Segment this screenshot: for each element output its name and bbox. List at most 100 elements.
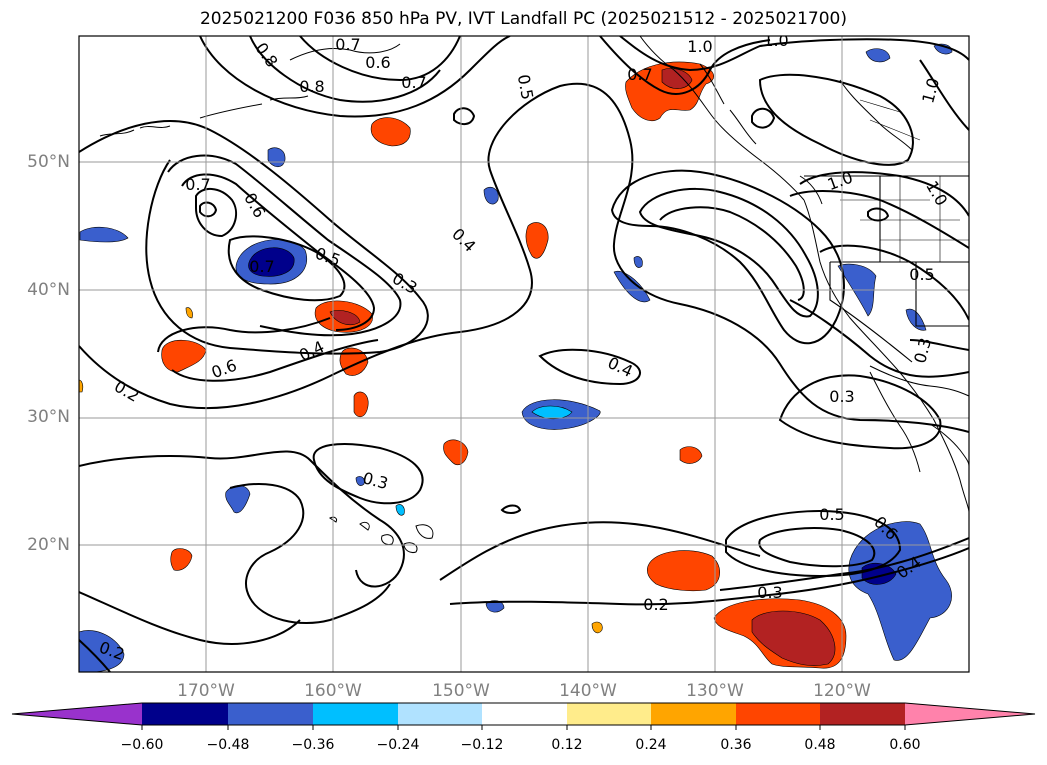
contour-label: 0.5 [514,73,537,101]
island [329,516,337,523]
contour-line [449,547,969,606]
state-border [899,176,941,262]
contour-line [171,339,379,382]
colorbar-tick-label: −0.48 [206,737,250,753]
coastlines [99,36,969,513]
pv-anomaly-blob [848,521,952,661]
lon-label: 130°W [686,681,744,701]
contour-line [599,36,771,95]
colorbar [11,702,1036,730]
contour-line [867,207,890,222]
contour-line [619,36,969,72]
colorbar-tick-label: −0.24 [376,737,420,753]
lon-label: 120°W [813,681,871,701]
contour-line [758,73,914,166]
us-mexico-border [869,365,969,397]
contour-line [659,206,805,301]
contour-line [299,36,461,82]
coastline [99,125,171,137]
contour-line [79,82,969,433]
pv-anomaly-blob [248,247,295,277]
contour-line [249,36,441,103]
pv-positive-anomalies [79,61,847,669]
colorbar-tick-label: −0.36 [291,737,335,753]
contour-line [778,374,942,450]
pc-contours [79,36,969,672]
contour-label: 1.0 [763,31,788,50]
island [359,521,370,531]
colorbar-bin [736,703,820,725]
pv-anomaly-blob [395,504,405,516]
lon-label: 140°W [559,681,617,701]
borders [804,175,969,397]
island [381,534,394,545]
contour-line [538,348,641,386]
contour-line [909,339,969,351]
coastline [803,199,969,513]
contour-label: 1.0 [687,37,712,56]
pv-anomaly-blob [865,48,891,63]
colorbar-bin [313,703,398,725]
contour-line [725,510,902,578]
lat-label: 50°N [27,152,70,172]
internal-borders [840,99,969,262]
colorbar-tick-label: 0.12 [551,737,583,753]
coastline [929,423,969,467]
figure-title: 2025021200 F036 850 hPa PV, IVT Landfall… [199,9,847,29]
colorbar-tick-label: −0.60 [120,737,164,753]
contour-line [439,521,761,581]
pv-anomaly-blob [267,147,286,168]
coastline [799,175,823,205]
pv-anomaly-blob [679,446,703,464]
contour-label: 0.4 [448,224,479,255]
lat-label: 40°N [27,280,70,300]
colorbar-tick-label: 0.48 [804,737,836,753]
state-border [840,199,969,241]
contour-line [229,483,391,624]
pv-anomaly-blob [485,600,505,613]
contour-line [719,537,969,591]
pv-anomaly-blob [355,476,365,486]
contour-label: 0.3 [361,468,391,493]
pv-anomaly-blob [225,485,251,514]
pv-anomaly-blob [751,610,836,666]
contour-label: 0.2 [111,377,143,406]
state-border [859,99,921,141]
contour-line [500,504,522,514]
colorbar-bin [398,703,482,725]
hawaii-islands [329,516,434,553]
contour-label: 0.6 [240,189,269,221]
coastline [699,63,757,145]
contour-label: 0.3 [757,583,782,602]
contour-label: 0.6 [209,356,239,383]
colorbar-extend-high [905,703,1035,725]
lon-label: 150°W [432,681,490,701]
contour-label: 0.3 [829,387,854,406]
state-border [915,262,969,327]
contour-line [758,527,876,568]
lat-label: 20°N [27,535,70,555]
pv-anomaly-blob [646,550,720,592]
contour-line [638,188,819,318]
pv-anomaly-blob [185,307,193,319]
pv-anomaly-blob [591,621,603,634]
pv-anomaly-blob [625,61,714,121]
colorbar-tick-label: −0.12 [460,737,504,753]
contour-line [79,120,429,355]
coastline [869,371,921,473]
pv-anomaly-blob [353,391,369,418]
contour-line [227,235,346,302]
colorbar-bin [228,703,313,725]
contour-label: 1.0 [918,76,943,106]
contour-label: 0.8 [299,77,324,96]
contour-line [312,443,424,505]
map-frame [78,35,970,673]
colorbar-bin [651,703,736,725]
contour-line [181,173,376,331]
contour-label: 0.6 [365,53,390,72]
colorbar-tick-label: 0.36 [720,737,752,753]
coastline [289,43,401,61]
contour-label: 0.7 [185,175,210,194]
pv-anomaly-blob [370,117,411,147]
